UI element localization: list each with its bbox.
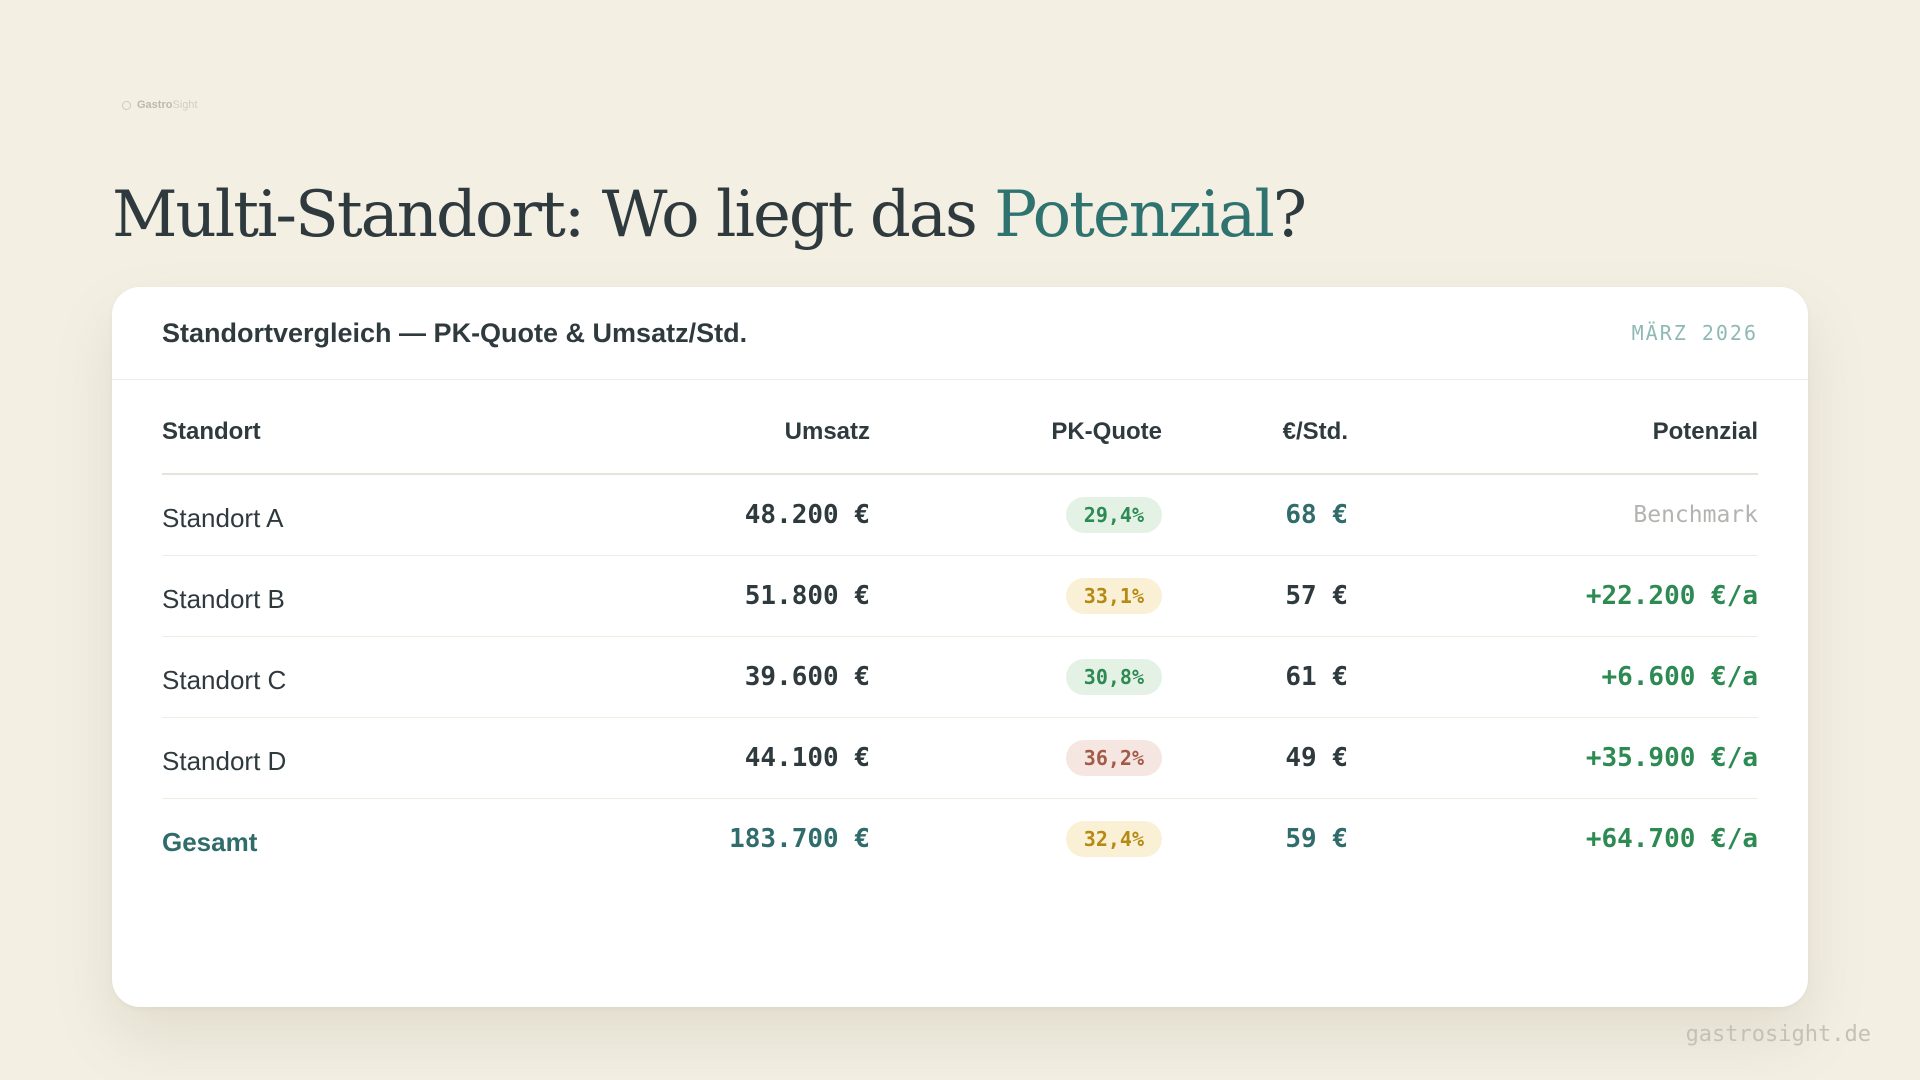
footer-url: gastrosight.de xyxy=(1685,1022,1871,1047)
table-row: Standort D 44.100 € 36,2% 49 € +35.900 €… xyxy=(162,718,1758,799)
logo-text: GastroSight xyxy=(137,99,198,111)
card-date: MÄRZ 2026 xyxy=(1631,321,1758,345)
total-pk-quote-badge: 32,4% xyxy=(1065,821,1162,857)
title-prefix: Multi-Standort: Wo liegt das xyxy=(112,178,995,252)
header-pk-quote: PK-Quote xyxy=(1051,418,1162,445)
location-name: Standort D xyxy=(162,745,287,776)
brand-logo: GastroSight xyxy=(122,99,198,111)
card-header: Standortvergleich — PK-Quote & Umsatz/St… xyxy=(112,287,1808,380)
table-total-row: Gesamt 183.700 € 32,4% 59 € +64.700 €/a xyxy=(162,799,1758,879)
total-potential-value: +64.700 €/a xyxy=(1585,824,1758,854)
revenue-value: 39.600 € xyxy=(744,662,870,692)
title-accent: Potenzial xyxy=(994,178,1275,252)
total-label: Gesamt xyxy=(162,826,258,857)
logo-circle-icon xyxy=(122,100,131,110)
title-suffix: ? xyxy=(1272,178,1307,252)
comparison-table: Standort Umsatz PK-Quote €/Std. Potenzia… xyxy=(162,417,1758,879)
pk-quote-badge: 29,4% xyxy=(1065,497,1162,533)
total-revenue-per-hour-value: 59 € xyxy=(1285,824,1348,854)
total-revenue-value: 183.700 € xyxy=(729,824,870,854)
page-title: Multi-Standort: Wo liegt das Potenzial? xyxy=(112,178,1307,252)
potential-value: +6.600 €/a xyxy=(1601,662,1758,692)
comparison-card: Standortvergleich — PK-Quote & Umsatz/St… xyxy=(112,287,1808,1007)
header-standort: Standort xyxy=(162,418,261,445)
location-name: Standort C xyxy=(162,664,287,695)
header-umsatz: Umsatz xyxy=(784,418,870,445)
revenue-per-hour-value: 68 € xyxy=(1285,500,1348,530)
revenue-per-hour-value: 49 € xyxy=(1285,743,1348,773)
table-header-row: Standort Umsatz PK-Quote €/Std. Potenzia… xyxy=(162,417,1758,475)
revenue-value: 51.800 € xyxy=(744,581,870,611)
table-row: Standort C 39.600 € 30,8% 61 € +6.600 €/… xyxy=(162,637,1758,718)
pk-quote-badge: 33,1% xyxy=(1065,578,1162,614)
potential-value: +35.900 €/a xyxy=(1585,743,1758,773)
table-row: Standort B 51.800 € 33,1% 57 € +22.200 €… xyxy=(162,556,1758,637)
location-name: Standort A xyxy=(162,502,284,533)
table-row: Standort A 48.200 € 29,4% 68 € Benchmark xyxy=(162,475,1758,556)
pk-quote-badge: 30,8% xyxy=(1065,659,1162,695)
location-name: Standort B xyxy=(162,583,285,614)
revenue-per-hour-value: 61 € xyxy=(1285,662,1348,692)
header-potenzial: Potenzial xyxy=(1652,418,1758,445)
potential-value: +22.200 €/a xyxy=(1585,581,1758,611)
card-title: Standortvergleich — PK-Quote & Umsatz/St… xyxy=(162,317,748,348)
revenue-value: 48.200 € xyxy=(744,500,870,530)
header-euro-per-hour: €/Std. xyxy=(1282,418,1348,445)
revenue-value: 44.100 € xyxy=(744,743,870,773)
potential-value: Benchmark xyxy=(1633,502,1758,528)
revenue-per-hour-value: 57 € xyxy=(1285,581,1348,611)
pk-quote-badge: 36,2% xyxy=(1065,740,1162,776)
